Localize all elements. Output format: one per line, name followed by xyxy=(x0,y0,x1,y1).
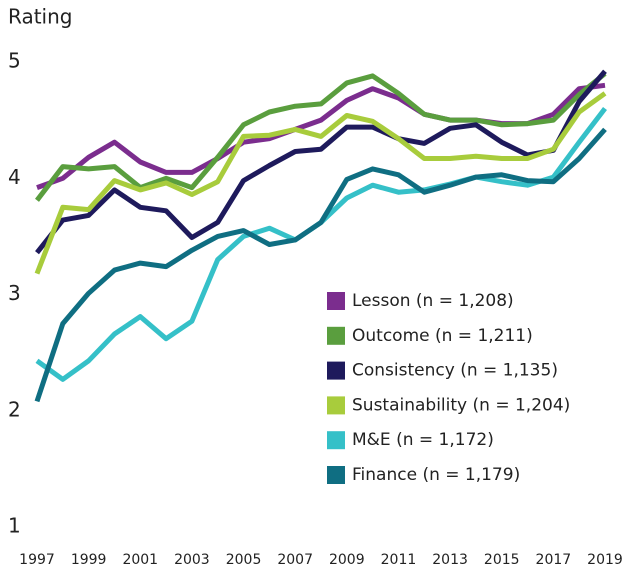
legend-swatch xyxy=(327,361,345,380)
y-tick-label: 5 xyxy=(8,49,21,73)
x-tick-label: 2001 xyxy=(122,552,158,568)
y-tick-label: 4 xyxy=(8,165,21,189)
legend-swatch xyxy=(327,396,345,415)
y-axis-label: Rating xyxy=(8,5,72,29)
line xyxy=(34,127,607,403)
legend-swatch xyxy=(327,431,345,450)
x-tick-label: 2007 xyxy=(277,552,313,568)
x-tick-label: 2009 xyxy=(329,552,365,568)
x-tick-label: 2013 xyxy=(432,552,468,568)
line xyxy=(35,69,607,255)
legend-label: Sustainability (n = 1,204) xyxy=(352,395,570,415)
legend-label: Outcome (n = 1,211) xyxy=(352,326,533,346)
x-tick-label: 2003 xyxy=(174,552,210,568)
x-tick-label: 2011 xyxy=(381,552,417,568)
legend-label: Lesson (n = 1,208) xyxy=(352,291,514,311)
x-tick-label: 2005 xyxy=(226,552,262,568)
legend-swatch xyxy=(327,326,345,345)
x-tick-label: 2017 xyxy=(536,552,572,568)
y-tick-label: 1 xyxy=(8,514,21,538)
y-tick-label: 3 xyxy=(8,281,21,305)
x-tick-label: 2019 xyxy=(587,552,622,568)
x-tick-label: 1997 xyxy=(19,552,55,568)
x-tick-label: 1999 xyxy=(71,552,107,568)
legend-swatch xyxy=(327,466,345,484)
x-tick-label: 2015 xyxy=(484,552,520,568)
line xyxy=(34,91,607,275)
legend-swatch xyxy=(327,292,345,310)
y-tick-label: 2 xyxy=(8,397,21,421)
line xyxy=(35,71,607,202)
legend-label: M&E (n = 1,172) xyxy=(352,430,494,450)
legend-label: Finance (n = 1,179) xyxy=(352,465,520,485)
legend-label: Consistency (n = 1,135) xyxy=(352,361,558,381)
